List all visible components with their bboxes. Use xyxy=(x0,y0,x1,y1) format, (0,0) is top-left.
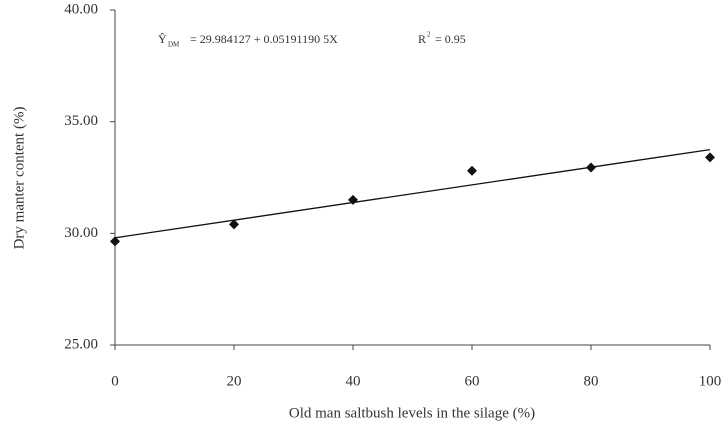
point xyxy=(110,236,120,247)
y-tick-label: 35.00 xyxy=(64,113,98,129)
x-tick-label: 60 xyxy=(465,373,480,389)
trendline xyxy=(114,148,711,239)
x-tick-label: 80 xyxy=(584,373,599,389)
point xyxy=(348,194,358,205)
point xyxy=(705,152,715,163)
y-tick-label: 30.00 xyxy=(64,225,98,241)
y-tick-label: 40.00 xyxy=(64,1,98,17)
x-tick-label: 100 xyxy=(699,373,722,389)
x-tick-label: 20 xyxy=(227,373,242,389)
point xyxy=(467,165,477,176)
equation-rhs: = 29.984127 + 0.05191190 5X xyxy=(190,32,338,46)
x-axis-label: Old man saltbush levels in the silage (%… xyxy=(289,405,535,421)
point xyxy=(229,219,239,230)
x-tick-label: 0 xyxy=(111,373,119,389)
equation-sub: DM xyxy=(168,41,180,49)
equation-r-value: = 0.95 xyxy=(435,32,466,46)
equation-r: R xyxy=(418,32,426,46)
x-tick-label: 40 xyxy=(346,373,361,389)
equation-sup: 2 xyxy=(427,31,431,39)
y-axis-label: Dry manter content (%) xyxy=(11,107,27,250)
point xyxy=(586,162,596,173)
equation-lhs: Ŷ xyxy=(158,32,167,46)
y-tick-label: 25.00 xyxy=(64,336,98,352)
